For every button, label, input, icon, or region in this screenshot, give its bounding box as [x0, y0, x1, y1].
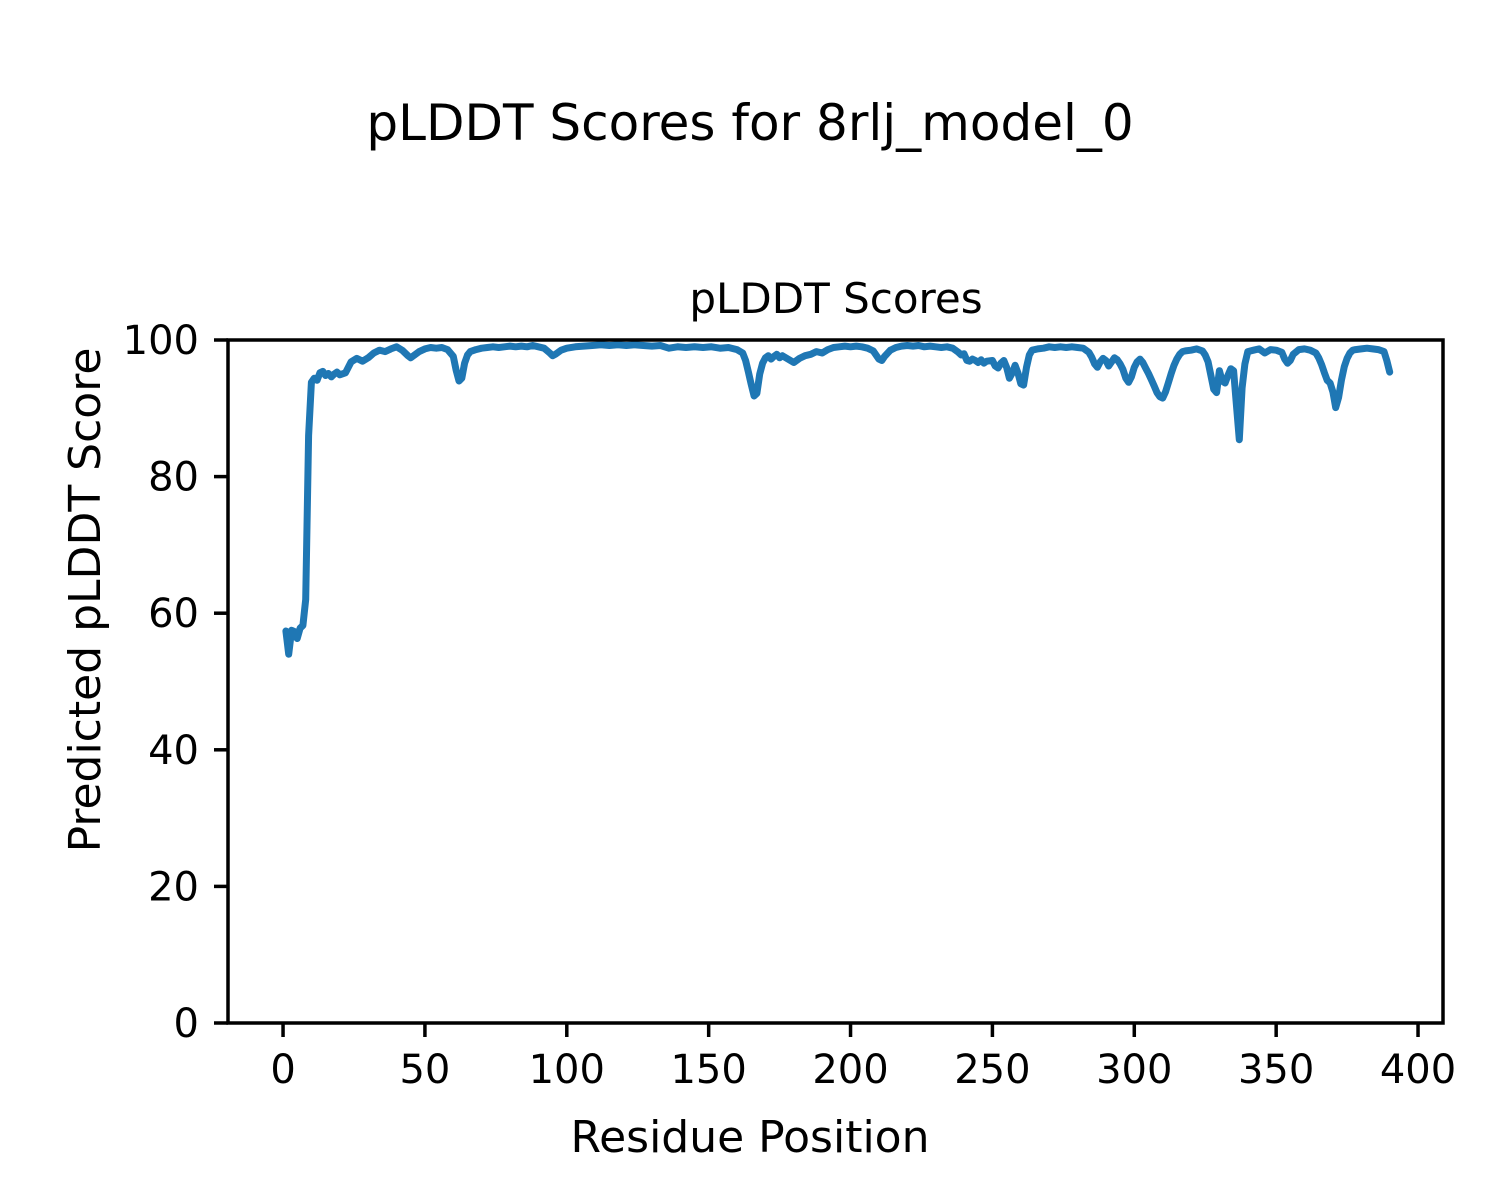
y-tick-label: 40	[148, 728, 199, 774]
axes-title: pLDDT Scores	[689, 274, 982, 323]
x-tick-label: 50	[399, 1047, 450, 1093]
x-tick-label: 350	[1238, 1047, 1314, 1093]
x-axis-ticks: 0 50 100 150 200 250 300 350 400	[270, 1023, 1456, 1093]
x-tick-label: 200	[812, 1047, 888, 1093]
plot-area-border	[226, 338, 1445, 1025]
y-tick-label: 0	[174, 1001, 199, 1047]
x-tick-label: 150	[670, 1047, 746, 1093]
plddt-line-series	[282, 341, 1394, 658]
y-axis-ticks: 0 20 40 60 80 100	[123, 318, 228, 1047]
y-tick-label: 60	[148, 591, 199, 637]
x-tick-label: 250	[954, 1047, 1030, 1093]
x-axis-label: Residue Position	[570, 1112, 929, 1163]
y-tick-label: 20	[148, 864, 199, 910]
x-tick-label: 100	[529, 1047, 605, 1093]
figure-title: pLDDT Scores for 8rlj_model_0	[366, 94, 1133, 152]
y-axis-label: Predicted pLDDT Score	[60, 348, 111, 853]
x-tick-label: 400	[1380, 1047, 1456, 1093]
x-tick-label: 0	[270, 1047, 295, 1093]
y-tick-label: 80	[148, 455, 199, 501]
y-tick-label: 100	[123, 318, 199, 364]
x-tick-label: 300	[1096, 1047, 1172, 1093]
line-plddt	[282, 341, 1394, 658]
